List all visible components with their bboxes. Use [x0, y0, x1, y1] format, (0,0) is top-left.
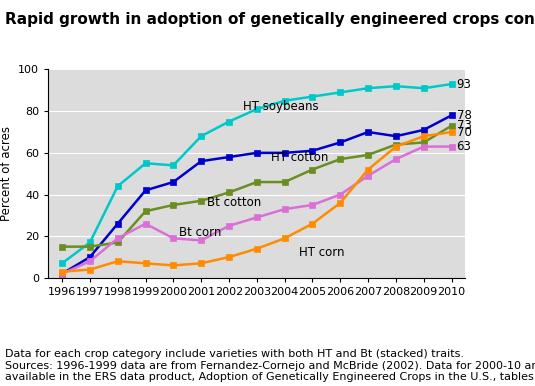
- Text: Bt cotton: Bt cotton: [207, 196, 261, 209]
- Text: Bt corn: Bt corn: [179, 225, 221, 239]
- Text: Data for each crop category include varieties with both HT and Bt (stacked) trai: Data for each crop category include vari…: [5, 349, 535, 382]
- Text: Rapid growth in adoption of genetically engineered crops continues in the U.S.: Rapid growth in adoption of genetically …: [5, 12, 535, 27]
- Text: HT soybeans: HT soybeans: [243, 100, 318, 113]
- Y-axis label: Percent of acres: Percent of acres: [0, 126, 12, 221]
- Text: HT cotton: HT cotton: [271, 151, 328, 164]
- Text: 78: 78: [456, 109, 471, 122]
- Text: HT corn: HT corn: [299, 246, 344, 259]
- Text: 63: 63: [456, 140, 471, 153]
- Text: 73: 73: [456, 119, 471, 132]
- Text: 93: 93: [456, 78, 471, 91]
- Text: 70: 70: [456, 125, 471, 139]
